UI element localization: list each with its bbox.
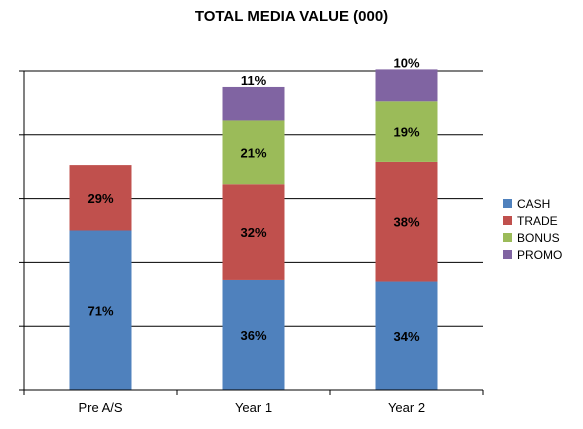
bar-cash bbox=[375, 281, 438, 390]
data-label: 38% bbox=[393, 215, 419, 230]
legend-swatch bbox=[503, 216, 512, 225]
bars bbox=[69, 69, 438, 390]
legend-item-cash: CASH bbox=[503, 195, 562, 212]
legend-swatch bbox=[503, 233, 512, 242]
x-tick-label: Year 2 bbox=[388, 400, 425, 415]
x-tick-label: Year 1 bbox=[235, 400, 272, 415]
data-label: 71% bbox=[87, 303, 113, 318]
bar-trade bbox=[69, 165, 132, 231]
chart-title: TOTAL MEDIA VALUE (000) bbox=[194, 8, 389, 25]
legend-swatch bbox=[503, 199, 512, 208]
legend-item-bonus: BONUS bbox=[503, 229, 562, 246]
bar-promo bbox=[375, 69, 438, 102]
data-label: 29% bbox=[87, 191, 113, 206]
data-labels: 71% 29% 36% 32% 21% 11% 34% 38% 19% 10% bbox=[87, 55, 419, 343]
data-label: 19% bbox=[393, 125, 419, 140]
legend: CASH TRADE BONUS PROMO bbox=[503, 195, 562, 263]
x-tick-labels: Pre A/S Year 1 Year 2 bbox=[78, 400, 425, 415]
legend-label: TRADE bbox=[517, 213, 558, 228]
bar-bonus bbox=[375, 101, 438, 162]
axes bbox=[19, 70, 484, 395]
legend-swatch bbox=[503, 250, 512, 259]
bar-trade bbox=[222, 184, 285, 280]
data-label: 32% bbox=[240, 225, 266, 240]
bar-cash bbox=[222, 279, 285, 390]
bar-promo bbox=[222, 86, 285, 121]
data-label: 21% bbox=[240, 145, 266, 160]
data-label: 10% bbox=[393, 55, 419, 70]
data-label: 36% bbox=[240, 328, 266, 343]
bar-bonus bbox=[222, 120, 285, 185]
bar-trade bbox=[375, 161, 438, 282]
legend-label: BONUS bbox=[517, 230, 560, 245]
legend-label: PROMO bbox=[517, 247, 563, 262]
data-label: 34% bbox=[393, 329, 419, 344]
legend-item-trade: TRADE bbox=[503, 212, 562, 229]
data-label: 11% bbox=[241, 73, 267, 88]
bar-cash bbox=[69, 230, 132, 390]
legend-item-promo: PROMO bbox=[503, 246, 562, 263]
x-tick-label: Pre A/S bbox=[78, 400, 122, 415]
legend-label: CASH bbox=[517, 196, 551, 211]
